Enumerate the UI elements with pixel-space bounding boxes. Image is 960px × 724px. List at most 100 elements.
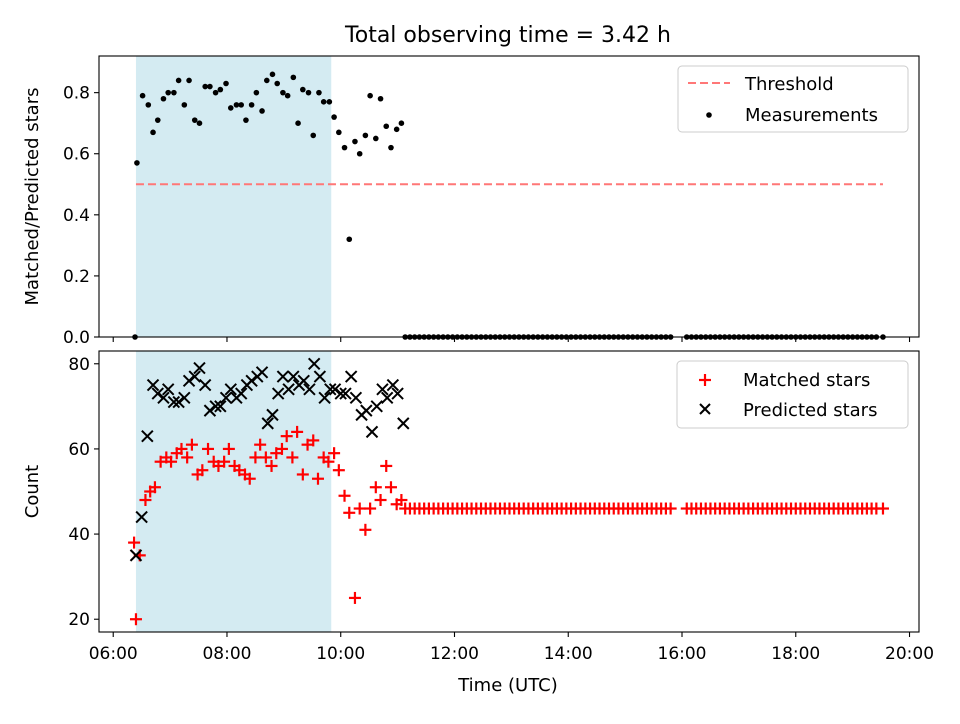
predicted-stars-point [287, 370, 300, 383]
matched-stars-point [307, 434, 320, 447]
matched-stars-point [348, 591, 361, 604]
measurements-point [171, 89, 177, 96]
matched-stars-point [185, 438, 198, 451]
x-tick-label: 10:00 [316, 644, 365, 664]
measurements-point [274, 80, 281, 87]
predicted-stars-point [344, 370, 358, 383]
measurements-point [134, 160, 140, 166]
matched-stars-point [265, 459, 278, 472]
predicted-stars-point [307, 357, 321, 370]
x-tick-label: 14:00 [544, 644, 593, 664]
predicted-stars-point [129, 549, 143, 562]
measurements-point [150, 129, 156, 136]
predicted-stars-point [178, 391, 191, 405]
x-axis-label: Time (UTC) [457, 675, 558, 696]
measurements-point [383, 123, 390, 130]
matched-stars-point [876, 502, 889, 515]
matched-legend-label: Matched stars [743, 370, 870, 391]
measurements-point [331, 114, 337, 120]
predicted-stars-point [261, 417, 274, 430]
measurements-point [316, 89, 322, 96]
matched-stars-point [196, 464, 209, 477]
matched-legend-swatch [699, 374, 711, 386]
measurements-point [227, 105, 234, 111]
predicted-stars-point [245, 374, 258, 388]
matched-stars-point [139, 494, 152, 507]
bottom-panel: 20 40 60 80 06:00 08:00 10:00 12:00 14:00 16:00 1… [22, 350, 934, 696]
matched-stars-point [328, 447, 341, 460]
measurements-point [269, 71, 276, 78]
measurements-point [320, 99, 327, 105]
predicted-stars-point [318, 391, 331, 405]
top-y-tick-label: 0.4 [63, 206, 90, 226]
measurements-point [377, 95, 384, 102]
matched-stars-point [286, 451, 299, 464]
measurements-point [300, 86, 306, 93]
measurements-point [259, 108, 265, 114]
measurements-point [310, 132, 317, 139]
predicted-stars-point [282, 383, 295, 396]
measurements-legend-swatch [706, 112, 712, 118]
matched-stars-point [202, 442, 215, 455]
predicted-stars-point [365, 425, 379, 439]
predicted-stars-point [151, 387, 164, 400]
matched-stars-point [291, 425, 304, 438]
measurements-point [207, 83, 213, 90]
measurements-point [243, 117, 249, 123]
predicted-stars-point [397, 417, 410, 430]
matched-stars-point [218, 455, 231, 468]
top-observing-window [135, 56, 332, 337]
predicted-stars-point [203, 404, 217, 417]
x-tick-label: 20:00 [885, 644, 934, 664]
predicted-stars-point [161, 383, 175, 396]
measurements-point [165, 89, 172, 96]
measurements-point [139, 92, 146, 99]
measurements-point [175, 77, 182, 84]
top-y-tick-label: 0.6 [63, 145, 90, 165]
matched-stars-point [222, 442, 235, 455]
measurements-point [290, 74, 297, 81]
top-y-axis-label: Matched/Predicted stars [22, 88, 43, 306]
measurements-point [280, 89, 286, 96]
matched-stars-point [384, 481, 397, 494]
matched-stars-point [254, 438, 267, 451]
bottom-y-tick-label: 40 [68, 525, 90, 545]
measurements-point [336, 129, 342, 136]
measurements-point [145, 102, 152, 108]
predicted-stars-point [172, 395, 185, 409]
matched-stars-point [181, 451, 194, 464]
predicted-stars-point [167, 395, 181, 409]
measurements-point [233, 102, 240, 108]
top-panel: 0.00.20.40.60.8 Matched/Predicted stars … [22, 55, 920, 348]
matched-stars-point [395, 494, 408, 507]
measurements-point [238, 102, 244, 108]
predicted-stars-point [391, 387, 404, 400]
bottom-legend: Matched stars Predicted stars [676, 360, 909, 429]
measurements-point [295, 120, 301, 126]
predicted-stars-point [141, 429, 154, 443]
matched-stars-point [359, 523, 372, 536]
bottom-plot-frame [98, 350, 920, 633]
measurements-point [284, 92, 291, 99]
matched-stars-point [148, 481, 161, 494]
predicted-stars-point [157, 391, 170, 405]
top-plot-frame [98, 55, 920, 338]
measurements-point [341, 144, 348, 151]
x-tick-label: 18:00 [771, 644, 820, 664]
matched-stars-point [249, 451, 262, 464]
matched-stars-point [343, 506, 356, 519]
bottom-y-tick-label: 60 [68, 440, 90, 460]
matched-stars-point [175, 442, 188, 455]
measurements-point [393, 126, 400, 133]
predicted-stars-point [376, 383, 389, 396]
measurements-point [352, 138, 358, 145]
bottom-y-tick-label: 80 [68, 355, 90, 375]
measurements-point [154, 117, 161, 123]
x-tick-label: 12:00 [430, 644, 479, 664]
matched-stars-point [664, 502, 677, 515]
measurements-point [346, 236, 353, 243]
measurements-legend-label: Measurements [745, 105, 878, 126]
predicted-stars-point [271, 387, 285, 400]
matched-stars-point [165, 455, 178, 468]
